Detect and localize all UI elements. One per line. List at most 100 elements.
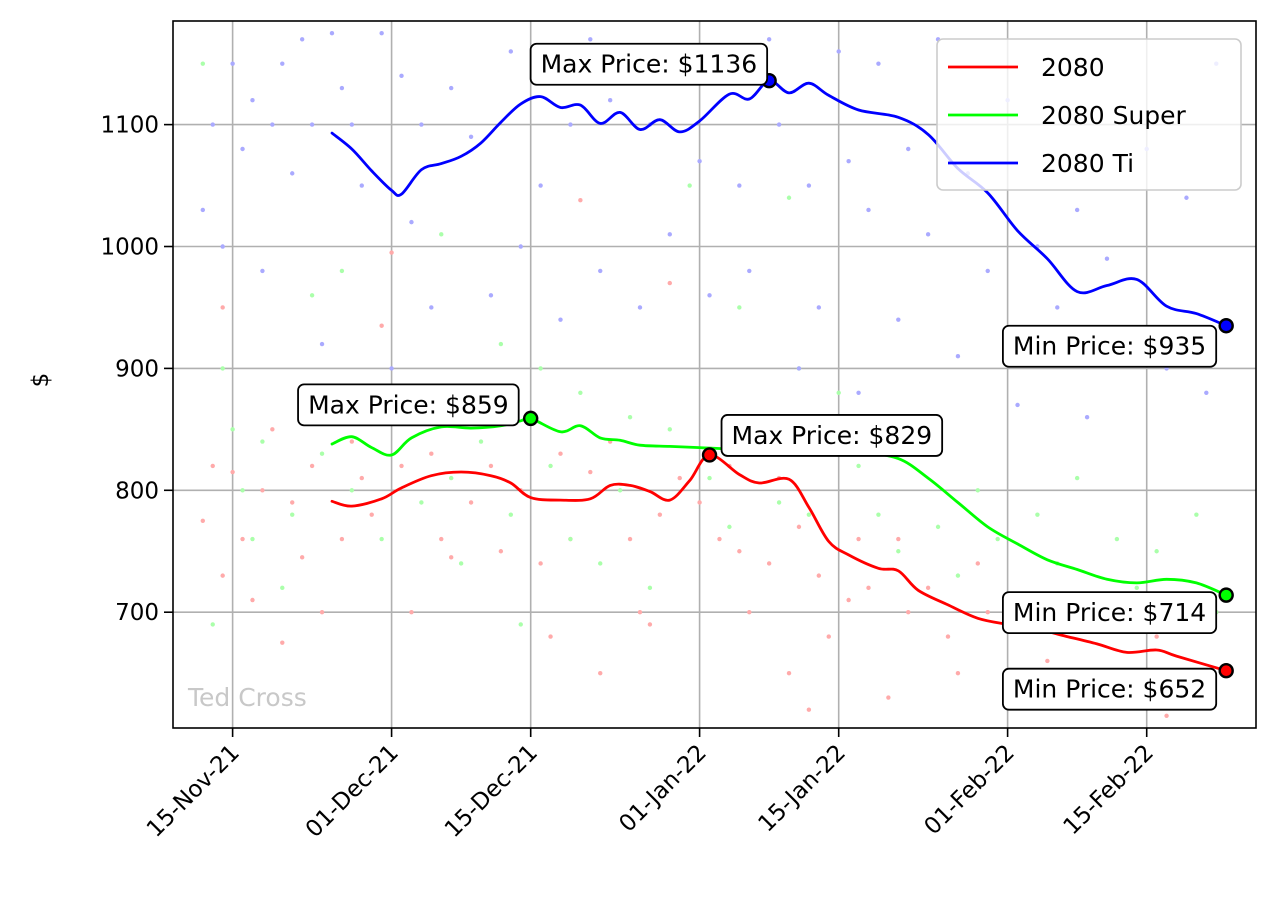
scatter-point-2080	[280, 640, 285, 645]
scatter-point-2080-super	[687, 183, 692, 188]
scatter-point-2080-ti	[250, 98, 255, 103]
max-marker-2080-super	[522, 410, 539, 427]
watermark-text: Ted Cross	[187, 683, 307, 712]
min-marker-2080-super	[1218, 587, 1234, 603]
scatter-point-2080	[409, 609, 414, 615]
scatter-point-2080	[290, 500, 295, 505]
scatter-point-2080	[210, 463, 215, 469]
scatter-point-2080-ti	[309, 122, 315, 127]
max-annotation-label-2080-ti: Max Price: $1136	[541, 50, 758, 79]
scatter-point-2080	[220, 305, 225, 310]
scatter-point-2080	[945, 634, 951, 639]
scatter-point-2080-super	[309, 293, 315, 298]
scatter-point-2080-ti	[1084, 414, 1090, 420]
scatter-point-2080-ti	[220, 244, 225, 249]
scatter-point-2080	[200, 518, 206, 523]
scatter-point-2080-super	[568, 536, 573, 542]
scatter-point-2080	[558, 451, 563, 456]
min-annotation-2080-super: Min Price: $714	[1001, 591, 1218, 635]
scatter-point-2080-super	[876, 512, 881, 517]
scatter-point-2080-ti	[568, 122, 573, 127]
scatter-point-2080-ti	[409, 219, 414, 225]
scatter-point-2080-super	[210, 622, 215, 627]
scatter-point-2080	[339, 536, 345, 542]
scatter-point-2080	[747, 609, 752, 615]
scatter-point-2080-super	[776, 500, 782, 505]
scatter-point-2080-super	[975, 488, 980, 493]
y-axis-label: $	[28, 373, 54, 388]
scatter-point-2080-super	[1035, 512, 1040, 517]
scatter-point-2080-ti	[389, 366, 394, 371]
scatter-point-2080-super	[379, 536, 384, 542]
scatter-point-2080	[369, 512, 374, 517]
scatter-point-2080-ti	[339, 85, 345, 91]
scatter-point-2080	[230, 469, 235, 475]
scatter-point-2080-ti	[1104, 256, 1110, 261]
min-annotation-2080-ti: Min Price: $935	[1001, 324, 1218, 368]
scatter-point-2080-super	[419, 500, 424, 505]
scatter-point-2080-ti	[230, 61, 235, 66]
scatter-point-2080-super	[508, 512, 514, 517]
scatter-point-2080-super	[1194, 512, 1199, 517]
scatter-point-2080-super	[1134, 585, 1139, 591]
scatter-point-2080	[250, 597, 255, 603]
plot-frame	[172, 20, 1257, 729]
scatter-point-2080-ti	[816, 305, 822, 310]
scatter-point-2080	[717, 536, 722, 542]
scatter-point-2080-ti	[747, 268, 752, 274]
scatter-point-2080-ti	[359, 183, 364, 188]
extreme-markers	[522, 73, 1234, 679]
scatter-point-2080	[816, 573, 822, 578]
scatter-point-2080-ti	[876, 61, 881, 66]
scatter-point-2080-ti	[896, 317, 901, 322]
scatter-point-2080-ti	[985, 268, 990, 274]
scatter-point-2080-ti	[280, 61, 285, 66]
scatter-point-2080	[677, 475, 682, 481]
scatter-point-2080-super	[707, 475, 712, 481]
max-annotation-label-2080-super: Max Price: $859	[308, 390, 509, 419]
scatter-point-2080	[627, 536, 633, 542]
scatter-point-2080-super	[240, 488, 245, 493]
scatter-point-2080-ti	[766, 37, 772, 42]
scatter-point-2080-super	[339, 268, 345, 274]
scatter-point-2080	[359, 475, 364, 481]
scatter-point-2080	[786, 670, 792, 676]
legend: 2080 2080 Super 2080 Ti	[936, 38, 1242, 191]
scatter-point-2080-super	[230, 427, 235, 432]
scatter-point-2080-ti	[240, 146, 245, 152]
scatter-point-2080-super	[478, 439, 484, 444]
legend-label-2080-super: 2080 Super	[1041, 101, 1187, 130]
scatter-point-2080-super	[935, 524, 941, 530]
scatter-point-2080-super	[280, 585, 285, 591]
scatter-point-2080	[319, 609, 325, 615]
min-marker-2080	[1218, 663, 1234, 679]
scatter-point-2080	[697, 500, 702, 505]
y-tick-label: 800	[115, 478, 159, 504]
scatter-point-2080-ti	[419, 122, 424, 127]
scatter-point-2080-ti	[737, 183, 742, 188]
scatter-point-2080-super	[220, 366, 225, 371]
scatter-point-2080	[468, 500, 474, 505]
scatter-point-2080-ti	[329, 30, 335, 36]
scatter-point-2080-ti	[538, 183, 543, 188]
scatter-point-2080	[796, 524, 802, 530]
min-annotation-2080: Min Price: $652	[1001, 667, 1218, 711]
scatter-point-2080-ti	[667, 232, 672, 237]
scatter-point-2080-ti	[846, 158, 851, 164]
scatter-point-2080	[220, 573, 225, 578]
scatter-point-2080	[1164, 713, 1169, 719]
scatter-point-2080	[766, 561, 772, 566]
scatter-point-2080-ti	[290, 171, 295, 176]
scatter-point-2080-ti	[588, 37, 593, 42]
scatter-point-2080-ti	[776, 122, 782, 127]
scatter-point-2080-super	[319, 451, 325, 456]
scatter-point-2080-ti	[955, 354, 961, 359]
scatter-point-2080-ti	[449, 85, 454, 91]
scatter-point-2080-super	[856, 463, 861, 469]
scatter-point-2080-ti	[796, 366, 802, 371]
scatter-point-2080	[240, 536, 245, 542]
scatter-point-2080-super	[836, 390, 841, 395]
scatter-point-2080-super	[617, 488, 623, 493]
scatter-point-2080	[498, 549, 504, 554]
scatter-point-2080-ti	[200, 207, 206, 213]
